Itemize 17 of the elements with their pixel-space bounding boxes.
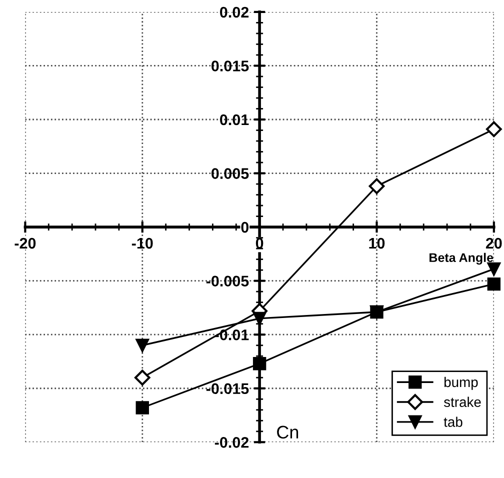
- legend-label: bump: [444, 376, 478, 390]
- y-tick-label: 0.005: [212, 168, 249, 179]
- legend-label: tab: [444, 416, 462, 427]
- y-axis-title: Cn: [277, 426, 298, 439]
- y-tick-label: -0.02: [214, 437, 249, 448]
- y-tick-label: 0.01: [220, 114, 249, 126]
- x-tick-label: -10: [132, 238, 153, 249]
- y-tick-label: -0.005: [206, 276, 249, 287]
- y-tick-label: 0: [241, 222, 249, 233]
- y-tick-label: 0.02: [220, 6, 249, 18]
- y-tick-label: -0.015: [206, 383, 249, 394]
- x-tick-label: 10: [369, 238, 385, 249]
- x-tick-label: -20: [14, 238, 36, 249]
- x-tick-label: 20: [486, 238, 502, 249]
- y-tick-label: 0.015: [212, 60, 249, 72]
- legend-label: strake: [444, 396, 481, 408]
- x-axis-title: Beta Angle: [430, 252, 494, 265]
